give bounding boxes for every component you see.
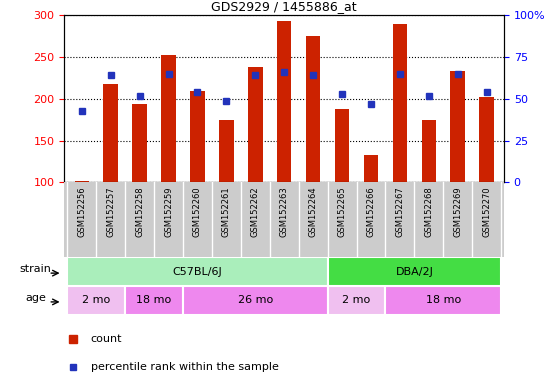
Text: GSM152260: GSM152260: [193, 186, 202, 237]
Text: GSM152256: GSM152256: [77, 186, 86, 237]
Text: percentile rank within the sample: percentile rank within the sample: [91, 362, 279, 372]
Bar: [306, 36, 320, 182]
Text: GSM152265: GSM152265: [338, 186, 347, 237]
Bar: [67, 257, 328, 286]
Bar: [479, 97, 494, 182]
Bar: [328, 257, 501, 286]
Text: count: count: [91, 334, 122, 344]
Bar: [161, 55, 176, 182]
Text: GSM152270: GSM152270: [482, 186, 491, 237]
Text: GSM152264: GSM152264: [309, 186, 318, 237]
Text: GSM152257: GSM152257: [106, 186, 115, 237]
Text: 2 mo: 2 mo: [82, 295, 110, 306]
Bar: [328, 286, 385, 315]
Text: 26 mo: 26 mo: [237, 295, 273, 306]
Bar: [364, 155, 378, 182]
Bar: [422, 120, 436, 182]
Bar: [219, 120, 234, 182]
Text: GSM152262: GSM152262: [251, 186, 260, 237]
Text: GSM152267: GSM152267: [395, 186, 404, 237]
Bar: [104, 84, 118, 182]
Bar: [393, 24, 407, 182]
Bar: [183, 286, 328, 315]
Bar: [277, 21, 291, 182]
Text: GSM152263: GSM152263: [279, 186, 289, 237]
Text: GSM152266: GSM152266: [366, 186, 375, 237]
Bar: [67, 286, 125, 315]
Text: strain: strain: [20, 264, 52, 274]
Bar: [190, 91, 204, 182]
Bar: [385, 286, 501, 315]
Bar: [74, 181, 89, 182]
Bar: [450, 71, 465, 182]
Text: 18 mo: 18 mo: [137, 295, 172, 306]
Text: GSM152269: GSM152269: [453, 186, 462, 237]
Bar: [335, 109, 349, 182]
Text: C57BL/6J: C57BL/6J: [172, 266, 222, 277]
Text: GSM152261: GSM152261: [222, 186, 231, 237]
Text: GSM152268: GSM152268: [424, 186, 433, 237]
Text: 18 mo: 18 mo: [426, 295, 461, 306]
Bar: [248, 67, 263, 182]
Text: GSM152258: GSM152258: [135, 186, 144, 237]
Text: age: age: [25, 293, 46, 303]
Text: GSM152259: GSM152259: [164, 186, 173, 237]
Bar: [125, 286, 183, 315]
Title: GDS2929 / 1455886_at: GDS2929 / 1455886_at: [211, 0, 357, 13]
Text: DBA/2J: DBA/2J: [395, 266, 433, 277]
Text: 2 mo: 2 mo: [342, 295, 371, 306]
Bar: [132, 104, 147, 182]
